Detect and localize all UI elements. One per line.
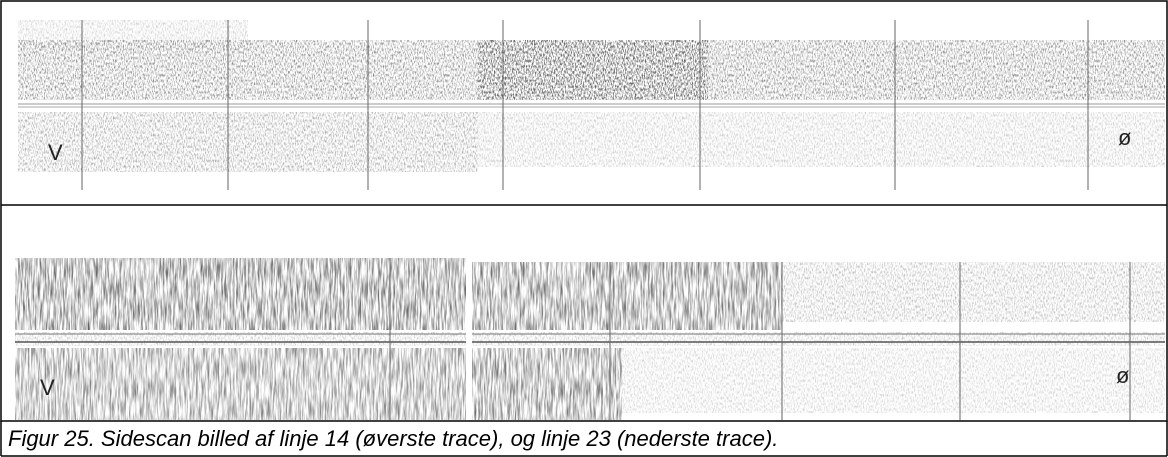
sidescan-image-bottom: V ø [15, 256, 1165, 420]
side-label: V [48, 140, 63, 165]
side-label: ø [1116, 363, 1129, 388]
figure-caption: Figur 25. Sidescan billed af linje 14 (ø… [8, 426, 778, 451]
sidescan-image-top: V ø [18, 20, 1165, 190]
side-label: V [40, 375, 55, 400]
table-border [0, 0, 1168, 422]
side-label: ø [1118, 125, 1131, 150]
